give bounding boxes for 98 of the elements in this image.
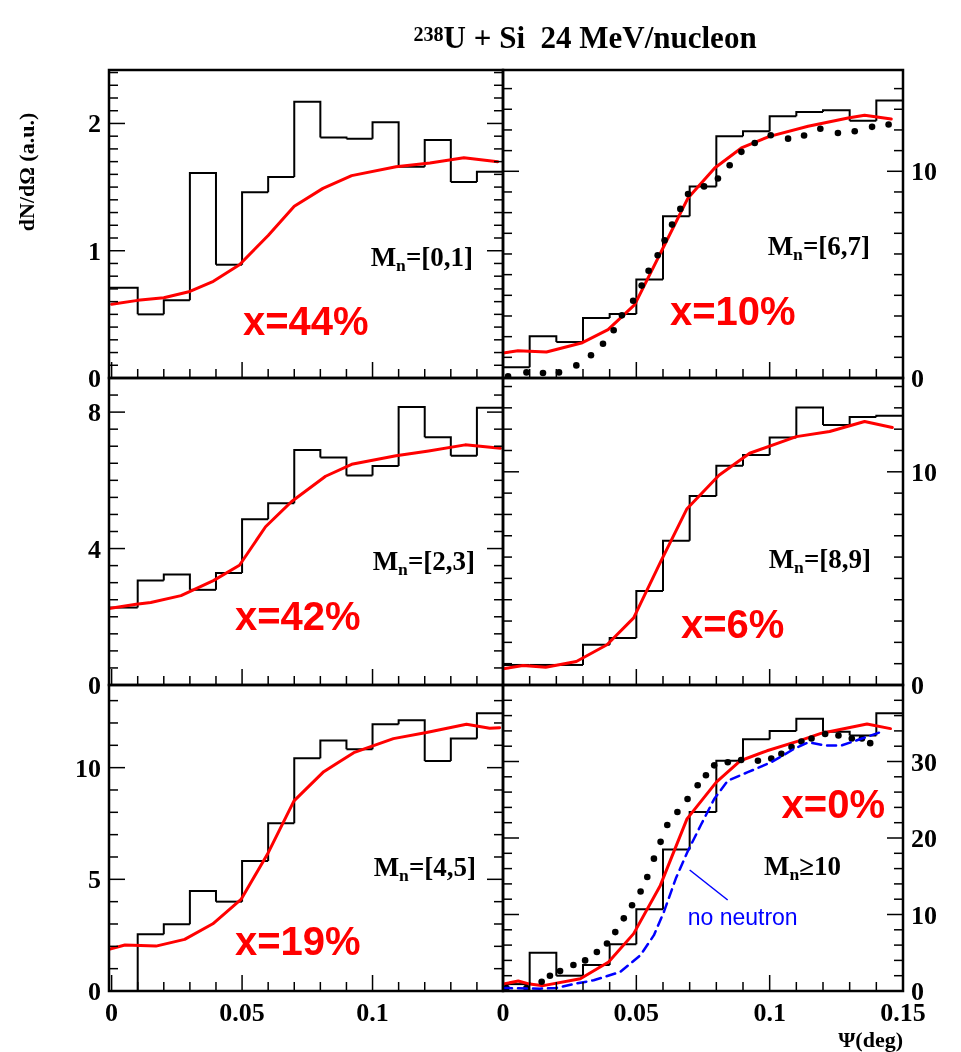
y-tick-label: 1 (88, 236, 101, 266)
annotation: M$_{n}$=[8,9] (768, 544, 871, 577)
point (657, 838, 664, 846)
x-tick-label: 0.1 (753, 998, 786, 1027)
point (834, 129, 842, 137)
point (629, 297, 637, 304)
point (710, 762, 718, 769)
point (848, 735, 856, 742)
point (885, 121, 892, 128)
y-tick-label: 10 (911, 157, 937, 187)
y-tick-label: 0 (911, 671, 924, 700)
x-tick-label: 0.05 (219, 998, 265, 1027)
annotation: x=19% (235, 919, 361, 963)
point (835, 732, 842, 739)
point (751, 139, 759, 147)
point (851, 127, 859, 135)
annotation: M$_{n}$=[2,3] (372, 546, 475, 579)
annotation: M$_{n}$=[0,1] (370, 242, 473, 275)
point (637, 888, 644, 895)
y-tick-label: 0 (911, 364, 924, 393)
y-tick-label: 10 (911, 457, 937, 487)
point (650, 855, 658, 862)
point (645, 267, 652, 275)
point (694, 781, 701, 789)
point (611, 928, 619, 936)
point (866, 739, 874, 747)
y-tick-label: 2 (88, 109, 101, 139)
x-tick-label: 0.1 (356, 998, 389, 1027)
point (677, 205, 684, 213)
annotation: no neutron (687, 904, 798, 930)
text: $^{238}$U + Si 24 MeV/nucleon (413, 20, 757, 55)
y-tick-label: 4 (88, 534, 101, 564)
annotation: x=10% (670, 289, 796, 333)
point (661, 237, 668, 244)
point (603, 940, 611, 947)
annotation: M$_{n}$=[6,7] (767, 231, 870, 264)
y-tick-label: 30 (911, 747, 937, 777)
annotation: M$_{n}$=[4,5] (373, 852, 476, 885)
y-tick-label: 5 (88, 865, 101, 895)
point (808, 735, 815, 742)
point (555, 369, 563, 376)
point (618, 312, 626, 319)
y-tick-label: 8 (88, 398, 101, 428)
point (800, 132, 808, 139)
point (737, 756, 745, 764)
x-axis-title: Ψ(deg) (838, 1027, 903, 1052)
annotation: x=42% (235, 594, 361, 638)
point (684, 190, 692, 198)
point (724, 758, 732, 766)
point (538, 978, 545, 986)
x-tick-label: 0 (496, 998, 510, 1027)
point (570, 961, 577, 969)
y-tick-label: 0 (88, 671, 101, 700)
point (817, 125, 824, 133)
annotation: M$_{n}$≥10 (763, 851, 841, 884)
point (821, 730, 829, 738)
point (556, 967, 564, 975)
annotation: x=6% (681, 602, 785, 646)
point (778, 750, 785, 758)
point (784, 135, 792, 142)
y-tick-label: 0 (88, 977, 101, 1006)
point (767, 132, 775, 139)
point (674, 808, 681, 816)
y-tick-label: 0 (88, 364, 101, 393)
annotation: x=44% (243, 299, 369, 343)
x-tick-label: 0.05 (613, 998, 660, 1027)
point (738, 148, 745, 156)
point (587, 351, 595, 359)
point (798, 738, 805, 745)
point (654, 251, 661, 259)
point (620, 915, 628, 922)
point (714, 175, 722, 182)
point (539, 369, 547, 377)
y-tick-label: 20 (911, 824, 937, 853)
point (643, 873, 651, 881)
point (628, 902, 636, 909)
point (700, 183, 708, 190)
annotation: x=0% (781, 782, 885, 826)
y-tick-label: 10 (911, 900, 937, 930)
point (754, 757, 762, 765)
point (868, 123, 876, 131)
point (668, 221, 676, 228)
point (638, 282, 645, 289)
line-series (503, 419, 894, 671)
point (684, 795, 691, 803)
point (788, 743, 795, 751)
point (599, 340, 607, 347)
y-axis-title: dN/dΩ (a.u.) (14, 112, 39, 232)
point (610, 326, 617, 334)
y-tick-label: 10 (75, 753, 101, 783)
point (702, 771, 710, 779)
point (663, 821, 671, 829)
point (593, 948, 601, 956)
point (581, 957, 589, 964)
point (546, 972, 554, 979)
point (523, 369, 530, 376)
point (573, 362, 580, 369)
point (726, 161, 733, 169)
